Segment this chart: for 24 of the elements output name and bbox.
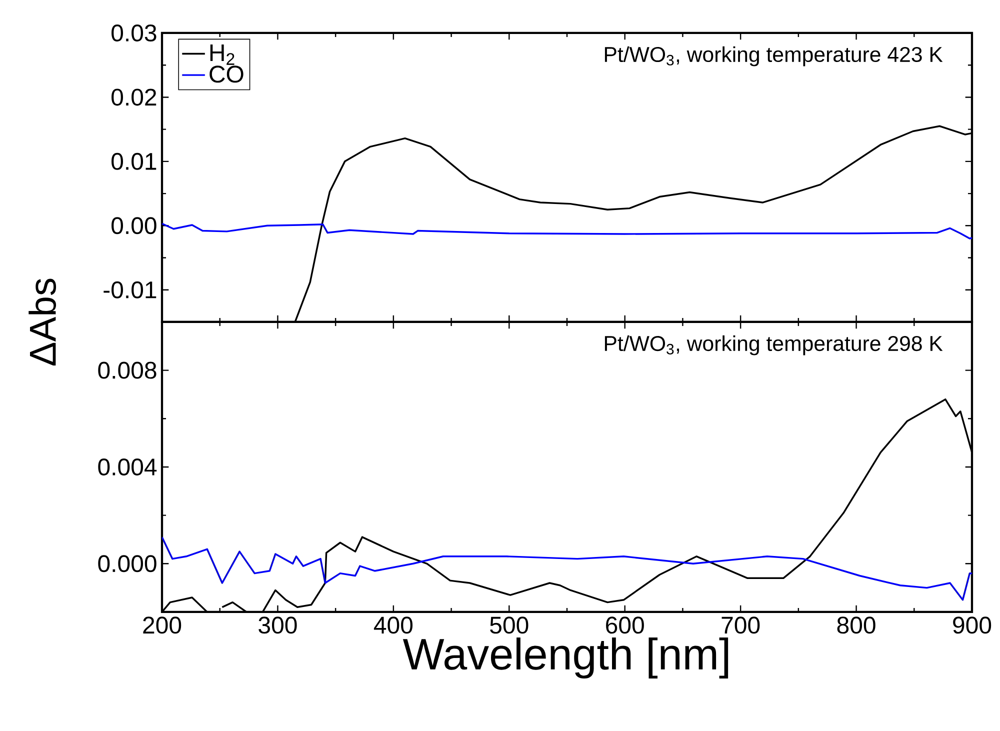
y-tick-label: -0.01: [104, 281, 156, 298]
y-tick-label: 0.008: [98, 362, 156, 379]
x-tick-label: 200: [143, 616, 182, 634]
x-tick-label: 300: [258, 616, 297, 634]
annotation: Pt/WO$_{3}$, working temperature 298 K: [604, 335, 943, 356]
x-axis-title: Wavelength [nm]: [402, 638, 728, 679]
legend-label: H$_{2}$: [210, 44, 234, 65]
x-tick-label: 400: [374, 616, 413, 634]
x-tick-label: 500: [490, 616, 528, 634]
line-series: [162, 222, 972, 240]
annotation: Pt/WO$_{3}$, working temperature 423 K: [604, 46, 943, 66]
y-tick-label: 0.02: [112, 88, 156, 106]
y-tick-label: 0.00: [112, 217, 156, 234]
x-tick-label: 600: [606, 616, 644, 634]
x-tick-label: 800: [837, 616, 876, 634]
y-tick-label: 0.000: [98, 555, 156, 572]
legend-label: CO: [210, 66, 244, 83]
line-series: [162, 536, 972, 601]
x-tick-label: 700: [722, 616, 760, 634]
y-axis-title: ΔAbs: [28, 278, 56, 366]
y-tick-label: 0.03: [112, 24, 156, 42]
y-tick-label: 0.004: [98, 458, 157, 476]
y-tick-label: 0.01: [112, 152, 156, 170]
x-tick-label: 900: [953, 616, 992, 634]
